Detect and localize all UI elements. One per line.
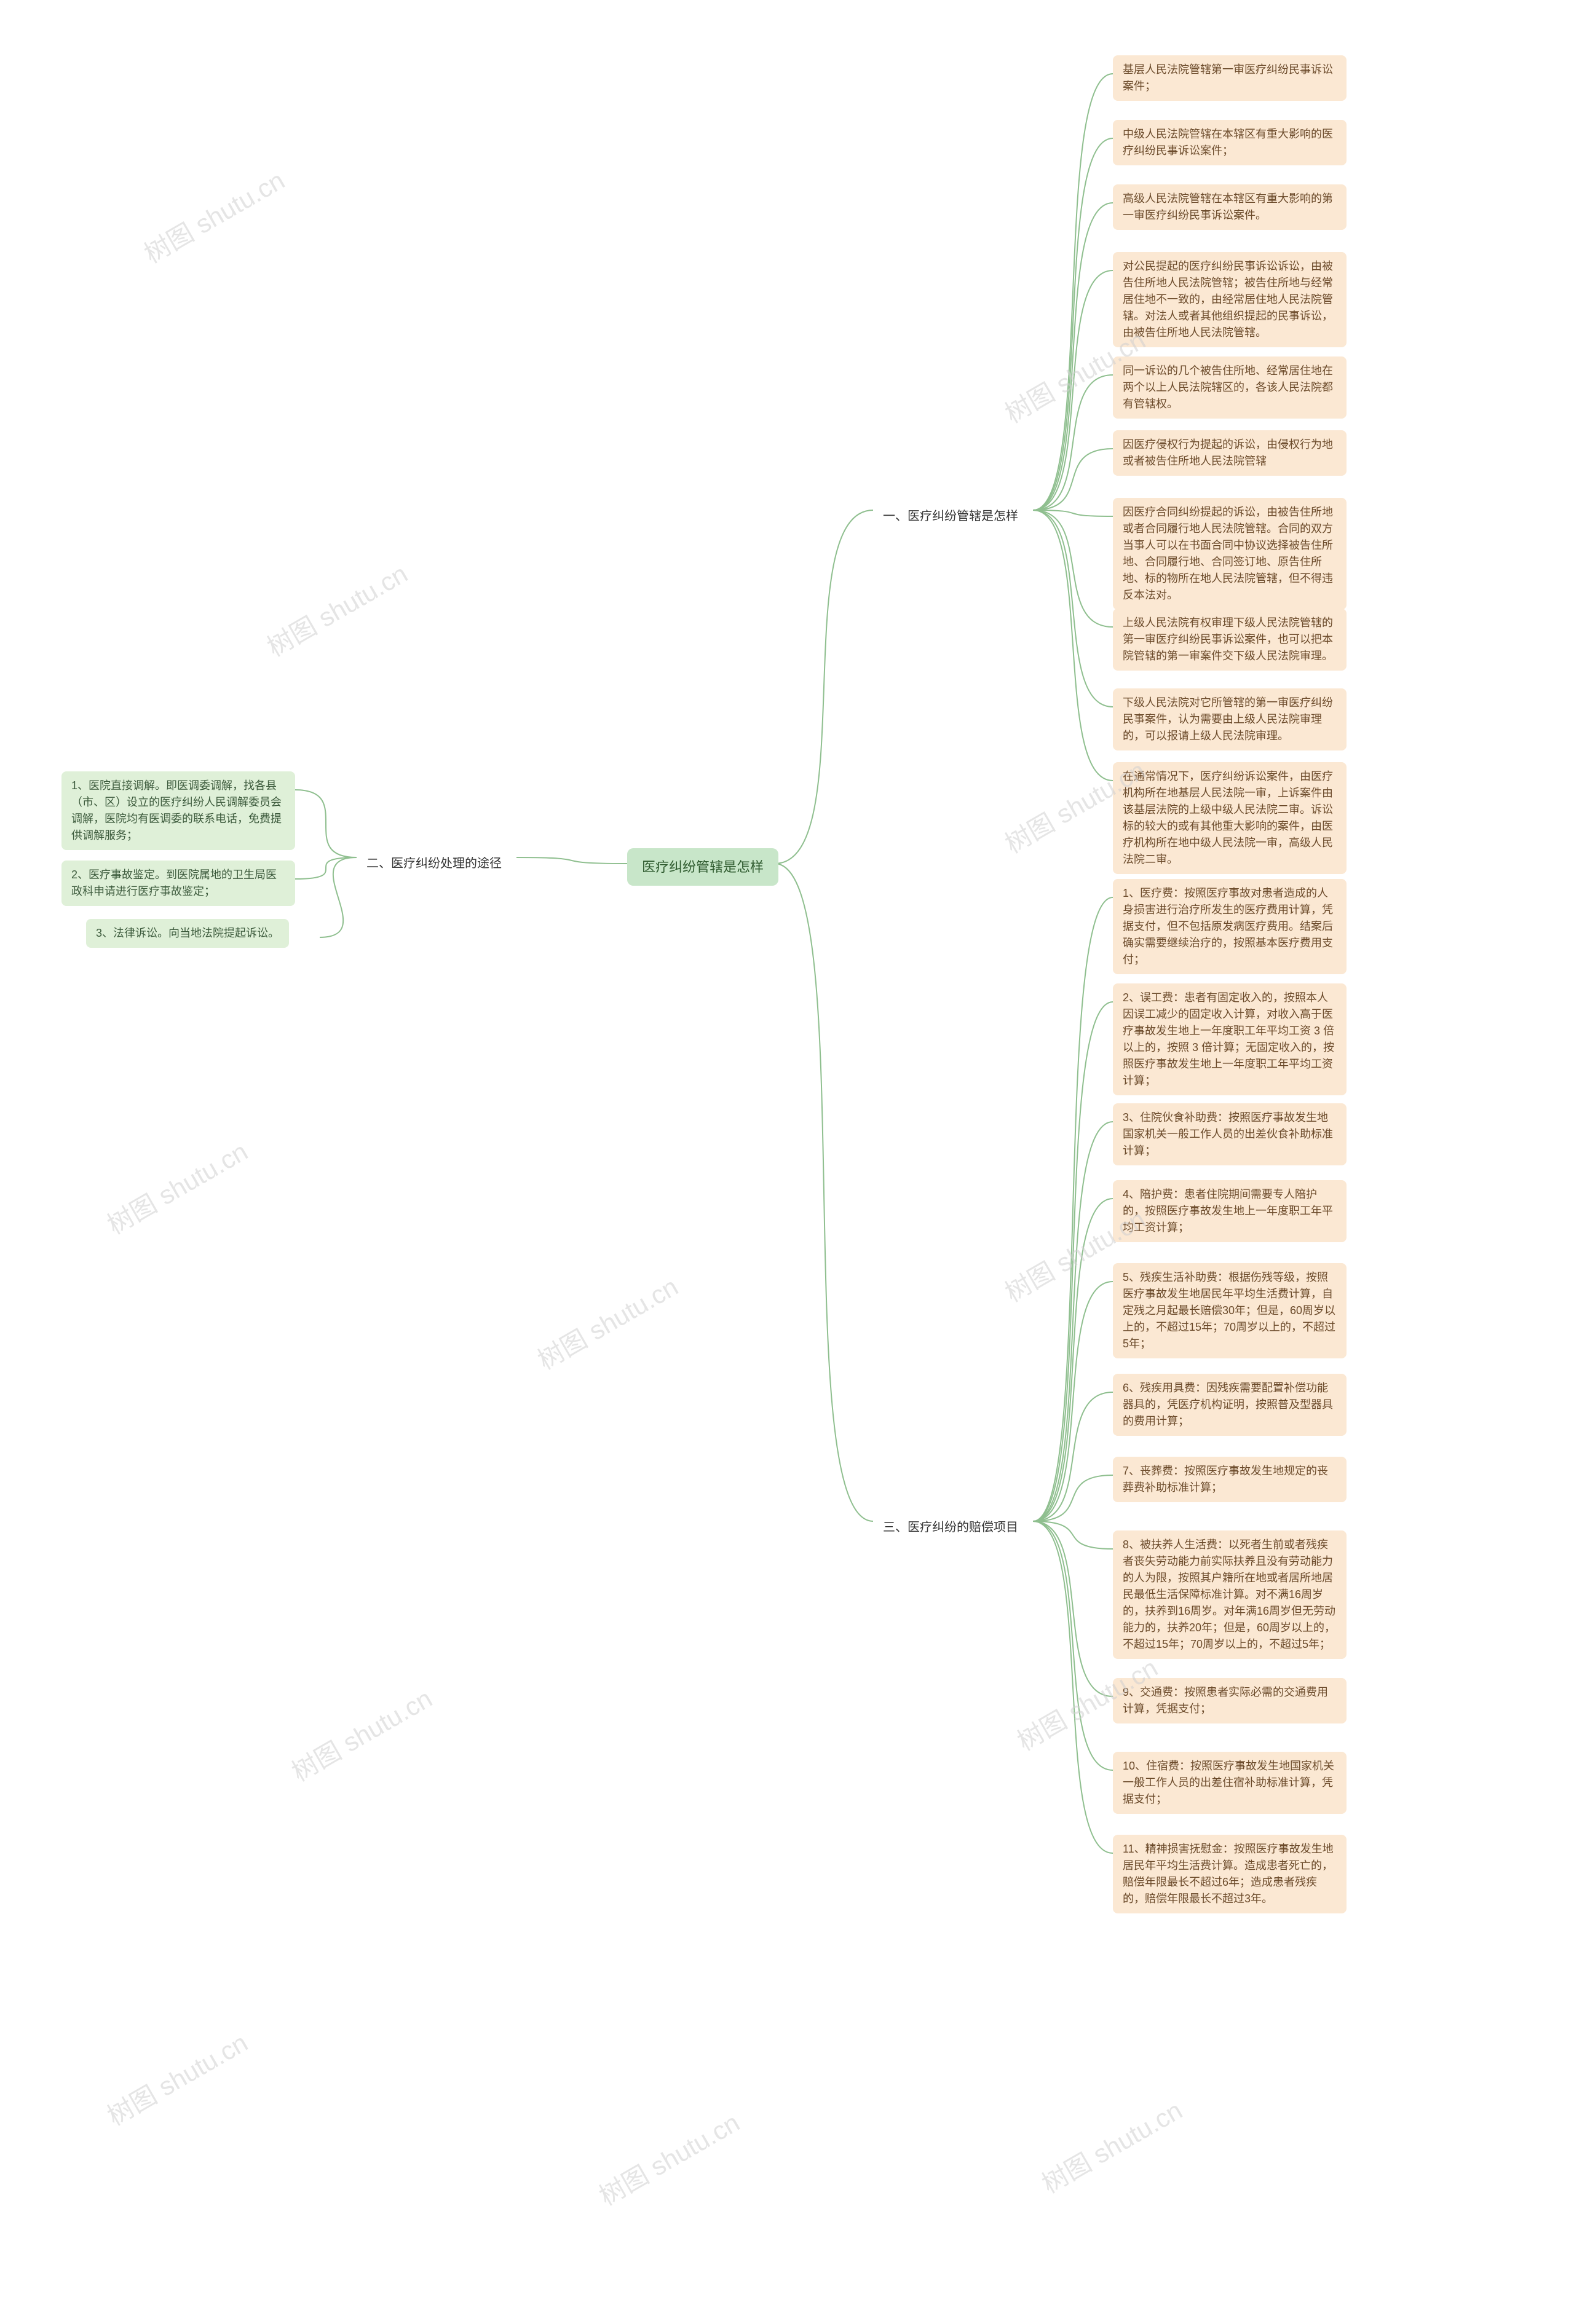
leaf-node: 9、交通费：按照患者实际必需的交通费用计算，凭据支付； <box>1113 1678 1347 1723</box>
leaf-label: 在通常情况下，医疗纠纷诉讼案件，由医疗机构所在地基层人民法院一审，上诉案件由该基… <box>1123 768 1337 868</box>
leaf-label: 7、丧葬费：按照医疗事故发生地规定的丧葬费补助标准计算； <box>1123 1463 1337 1496</box>
leaf-node: 5、残疾生活补助费：根据伤残等级，按照医疗事故发生地居民年平均生活费计算，自定残… <box>1113 1263 1347 1358</box>
leaf-node: 中级人民法院管辖在本辖区有重大影响的医疗纠纷民事诉讼案件； <box>1113 120 1347 165</box>
leaf-label: 3、法律诉讼。向当地法院提起诉讼。 <box>96 925 279 942</box>
leaf-label: 下级人民法院对它所管辖的第一审医疗纠纷民事案件，认为需要由上级人民法院审理的，可… <box>1123 695 1337 744</box>
leaf-label: 2、医疗事故鉴定。到医院属地的卫生局医政科申请进行医疗事故鉴定； <box>71 867 285 900</box>
root-label: 医疗纠纷管辖是怎样 <box>642 857 764 877</box>
watermark: 树图 shutu.cn <box>284 1678 438 1789</box>
leaf-node: 4、陪护费：患者住院期间需要专人陪护的，按照医疗事故发生地上一年度职工年平均工资… <box>1113 1180 1347 1242</box>
leaf-label: 10、住宿费：按照医疗事故发生地国家机关一般工作人员的出差住宿补助标准计算，凭据… <box>1123 1758 1337 1808</box>
leaf-node: 2、误工费：患者有固定收入的，按照本人因误工减少的固定收入计算，对收入高于医疗事… <box>1113 983 1347 1095</box>
leaf-node: 3、法律诉讼。向当地法院提起诉讼。 <box>86 919 289 948</box>
branch-label: 二、医疗纠纷处理的途径 <box>366 854 502 873</box>
leaf-node: 6、残疾用具费：因残疾需要配置补偿功能器具的，凭医疗机构证明，按照普及型器具的费… <box>1113 1374 1347 1436</box>
leaf-node: 10、住宿费：按照医疗事故发生地国家机关一般工作人员的出差住宿补助标准计算，凭据… <box>1113 1752 1347 1814</box>
leaf-label: 同一诉讼的几个被告住所地、经常居住地在两个以上人民法院辖区的，各该人民法院都有管… <box>1123 363 1337 412</box>
watermark: 树图 shutu.cn <box>530 1266 684 1377</box>
leaf-node: 11、精神损害抚慰金：按照医疗事故发生地居民年平均生活费计算。造成患者死亡的，赔… <box>1113 1835 1347 1913</box>
leaf-label: 1、医院直接调解。即医调委调解，找各县（市、区）设立的医疗纠纷人民调解委员会调解… <box>71 778 285 844</box>
leaf-node: 在通常情况下，医疗纠纷诉讼案件，由医疗机构所在地基层人民法院一审，上诉案件由该基… <box>1113 762 1347 874</box>
leaf-label: 8、被扶养人生活费：以死者生前或者残疾者丧失劳动能力前实际扶养且没有劳动能力的人… <box>1123 1537 1337 1653</box>
leaf-node: 同一诉讼的几个被告住所地、经常居住地在两个以上人民法院辖区的，各该人民法院都有管… <box>1113 356 1347 419</box>
leaf-label: 对公民提起的医疗纠纷民事诉讼诉讼，由被告住所地人民法院管辖；被告住所地与经常居住… <box>1123 258 1337 341</box>
leaf-node: 上级人民法院有权审理下级人民法院管辖的第一审医疗纠纷民事诉讼案件，也可以把本院管… <box>1113 609 1347 671</box>
leaf-label: 1、医疗费：按照医疗事故对患者造成的人身损害进行治疗所发生的医疗费用计算，凭据支… <box>1123 885 1337 968</box>
leaf-node: 因医疗合同纠纷提起的诉讼，由被告住所地或者合同履行地人民法院管辖。合同的双方当事… <box>1113 498 1347 610</box>
leaf-node: 对公民提起的医疗纠纷民事诉讼诉讼，由被告住所地人民法院管辖；被告住所地与经常居住… <box>1113 252 1347 347</box>
leaf-node: 基层人民法院管辖第一审医疗纠纷民事诉讼案件； <box>1113 55 1347 101</box>
leaf-node: 1、医院直接调解。即医调委调解，找各县（市、区）设立的医疗纠纷人民调解委员会调解… <box>61 771 295 850</box>
leaf-label: 因医疗侵权行为提起的诉讼，由侵权行为地或者被告住所地人民法院管辖 <box>1123 436 1337 470</box>
leaf-label: 11、精神损害抚慰金：按照医疗事故发生地居民年平均生活费计算。造成患者死亡的，赔… <box>1123 1841 1337 1907</box>
leaf-node: 1、医疗费：按照医疗事故对患者造成的人身损害进行治疗所发生的医疗费用计算，凭据支… <box>1113 879 1347 974</box>
watermark: 树图 shutu.cn <box>1034 2090 1188 2200</box>
leaf-node: 下级人民法院对它所管辖的第一审医疗纠纷民事案件，认为需要由上级人民法院审理的，可… <box>1113 688 1347 750</box>
leaf-label: 3、住院伙食补助费：按照医疗事故发生地国家机关一般工作人员的出差伙食补助标准计算… <box>1123 1109 1337 1159</box>
leaf-node: 3、住院伙食补助费：按照医疗事故发生地国家机关一般工作人员的出差伙食补助标准计算… <box>1113 1103 1347 1165</box>
watermark: 树图 shutu.cn <box>100 1131 254 1242</box>
leaf-node: 高级人民法院管辖在本辖区有重大影响的第一审医疗纠纷民事诉讼案件。 <box>1113 184 1347 230</box>
leaf-node: 7、丧葬费：按照医疗事故发生地规定的丧葬费补助标准计算； <box>1113 1457 1347 1502</box>
leaf-label: 中级人民法院管辖在本辖区有重大影响的医疗纠纷民事诉讼案件； <box>1123 126 1337 159</box>
leaf-label: 上级人民法院有权审理下级人民法院管辖的第一审医疗纠纷民事诉讼案件，也可以把本院管… <box>1123 615 1337 664</box>
watermark: 树图 shutu.cn <box>136 160 291 270</box>
leaf-label: 9、交通费：按照患者实际必需的交通费用计算，凭据支付； <box>1123 1684 1337 1717</box>
leaf-label: 5、残疾生活补助费：根据伤残等级，按照医疗事故发生地居民年平均生活费计算，自定残… <box>1123 1269 1337 1352</box>
leaf-label: 2、误工费：患者有固定收入的，按照本人因误工减少的固定收入计算，对收入高于医疗事… <box>1123 990 1337 1089</box>
mindmap-root: 医疗纠纷管辖是怎样 <box>627 848 778 886</box>
leaf-label: 4、陪护费：患者住院期间需要专人陪护的，按照医疗事故发生地上一年度职工年平均工资… <box>1123 1186 1337 1236</box>
branch-node: 二、医疗纠纷处理的途径 <box>357 848 512 879</box>
watermark: 树图 shutu.cn <box>591 2102 746 2213</box>
leaf-label: 6、残疾用具费：因残疾需要配置补偿功能器具的，凭医疗机构证明，按照普及型器具的费… <box>1123 1380 1337 1430</box>
leaf-label: 因医疗合同纠纷提起的诉讼，由被告住所地或者合同履行地人民法院管辖。合同的双方当事… <box>1123 504 1337 604</box>
branch-label: 三、医疗纠纷的赔偿项目 <box>883 1518 1018 1537</box>
watermark: 树图 shutu.cn <box>100 2022 254 2133</box>
leaf-label: 高级人民法院管辖在本辖区有重大影响的第一审医疗纠纷民事诉讼案件。 <box>1123 191 1337 224</box>
branch-label: 一、医疗纠纷管辖是怎样 <box>883 507 1018 526</box>
branch-node: 三、医疗纠纷的赔偿项目 <box>873 1512 1028 1543</box>
leaf-node: 2、医疗事故鉴定。到医院属地的卫生局医政科申请进行医疗事故鉴定； <box>61 861 295 906</box>
leaf-node: 8、被扶养人生活费：以死者生前或者残疾者丧失劳动能力前实际扶养且没有劳动能力的人… <box>1113 1530 1347 1659</box>
watermark: 树图 shutu.cn <box>259 553 414 664</box>
leaf-label: 基层人民法院管辖第一审医疗纠纷民事诉讼案件； <box>1123 61 1337 95</box>
leaf-node: 因医疗侵权行为提起的诉讼，由侵权行为地或者被告住所地人民法院管辖 <box>1113 430 1347 476</box>
branch-node: 一、医疗纠纷管辖是怎样 <box>873 501 1028 532</box>
